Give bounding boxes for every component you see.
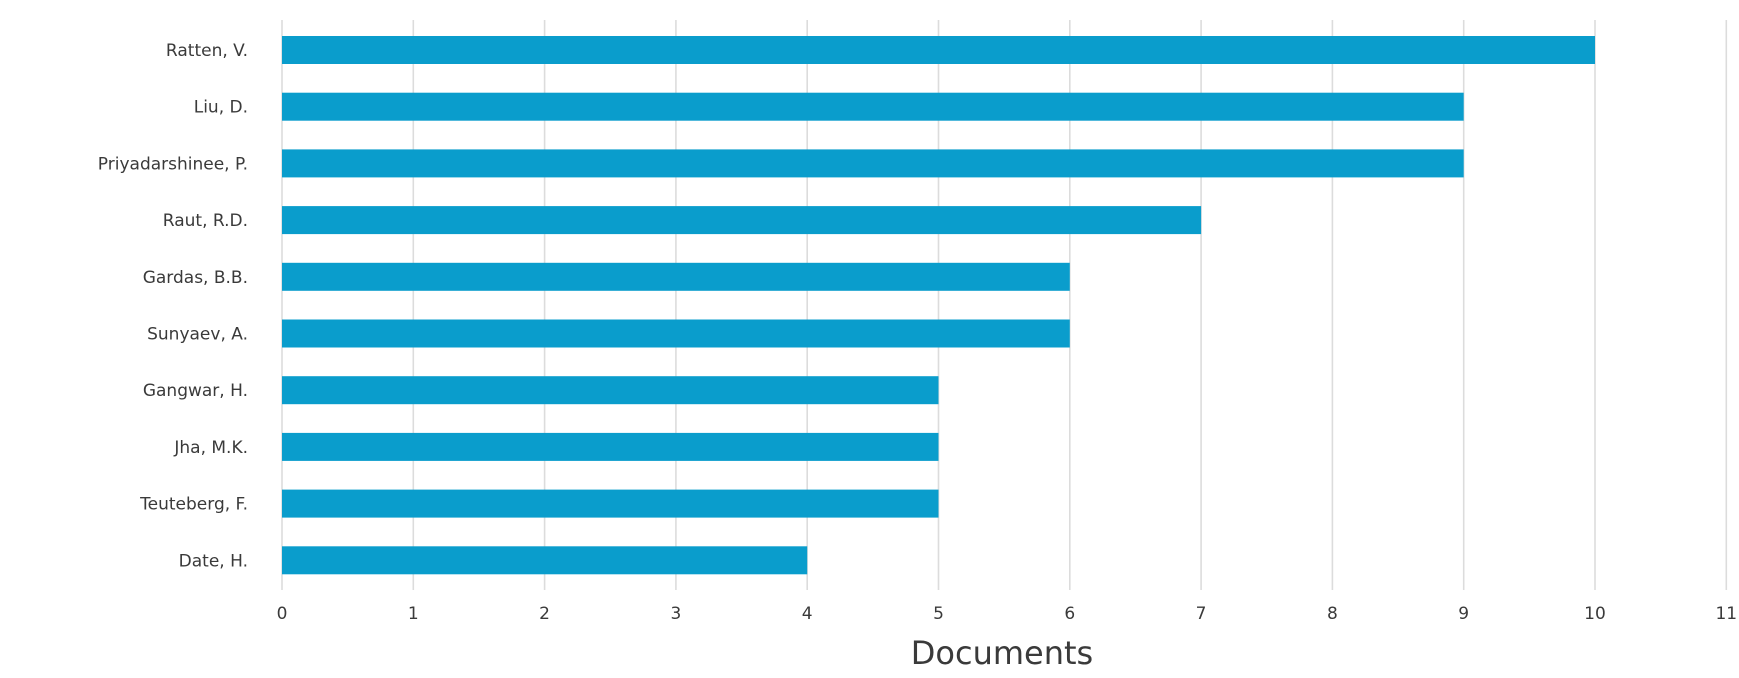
bar-3 [282,206,1202,235]
category-label-0: Ratten, V. [166,41,248,61]
bar-0 [282,36,1595,64]
x-axis-title: Documents [911,634,1093,672]
category-label-5: Sunyaev, A. [147,325,248,345]
x-tick-label-5: 5 [933,604,944,624]
category-label-7: Jha, M.K. [173,438,248,458]
bar-5 [282,319,1070,348]
x-tick-label-2: 2 [539,604,550,624]
x-tick-label-7: 7 [1196,604,1207,624]
x-tick-label-0: 0 [277,604,288,624]
x-tick-label-10: 10 [1584,604,1606,624]
x-tick-label-1: 1 [408,604,419,624]
x-tick-label-6: 6 [1064,604,1075,624]
category-labels: Ratten, V. Liu, D. Priyadarshinee, P. Raut,… [98,41,248,571]
category-label-6: Gangwar, H. [143,381,248,401]
bar-2 [282,149,1464,178]
bar-8 [282,489,939,518]
bar-9 [282,546,808,575]
x-tick-label-3: 3 [670,604,681,624]
bars [282,36,1595,575]
x-tick-label-9: 9 [1458,604,1469,624]
bar-4 [282,262,1070,291]
x-tick-label-8: 8 [1327,604,1338,624]
x-tick-label-11: 11 [1715,604,1737,624]
category-label-8: Teuteberg, F. [139,495,248,515]
category-label-1: Liu, D. [194,98,248,118]
bar-1 [282,92,1464,121]
category-label-4: Gardas, B.B. [143,268,248,288]
bar-6 [282,376,939,405]
x-tick-label-4: 4 [802,604,813,624]
x-tick-labels: 0 1 2 3 4 5 6 7 8 9 10 11 [277,604,1738,624]
category-label-9: Date, H. [179,551,248,571]
bar-7 [282,432,939,461]
category-label-3: Raut, R.D. [163,211,248,231]
category-label-2: Priyadarshinee, P. [98,154,248,174]
